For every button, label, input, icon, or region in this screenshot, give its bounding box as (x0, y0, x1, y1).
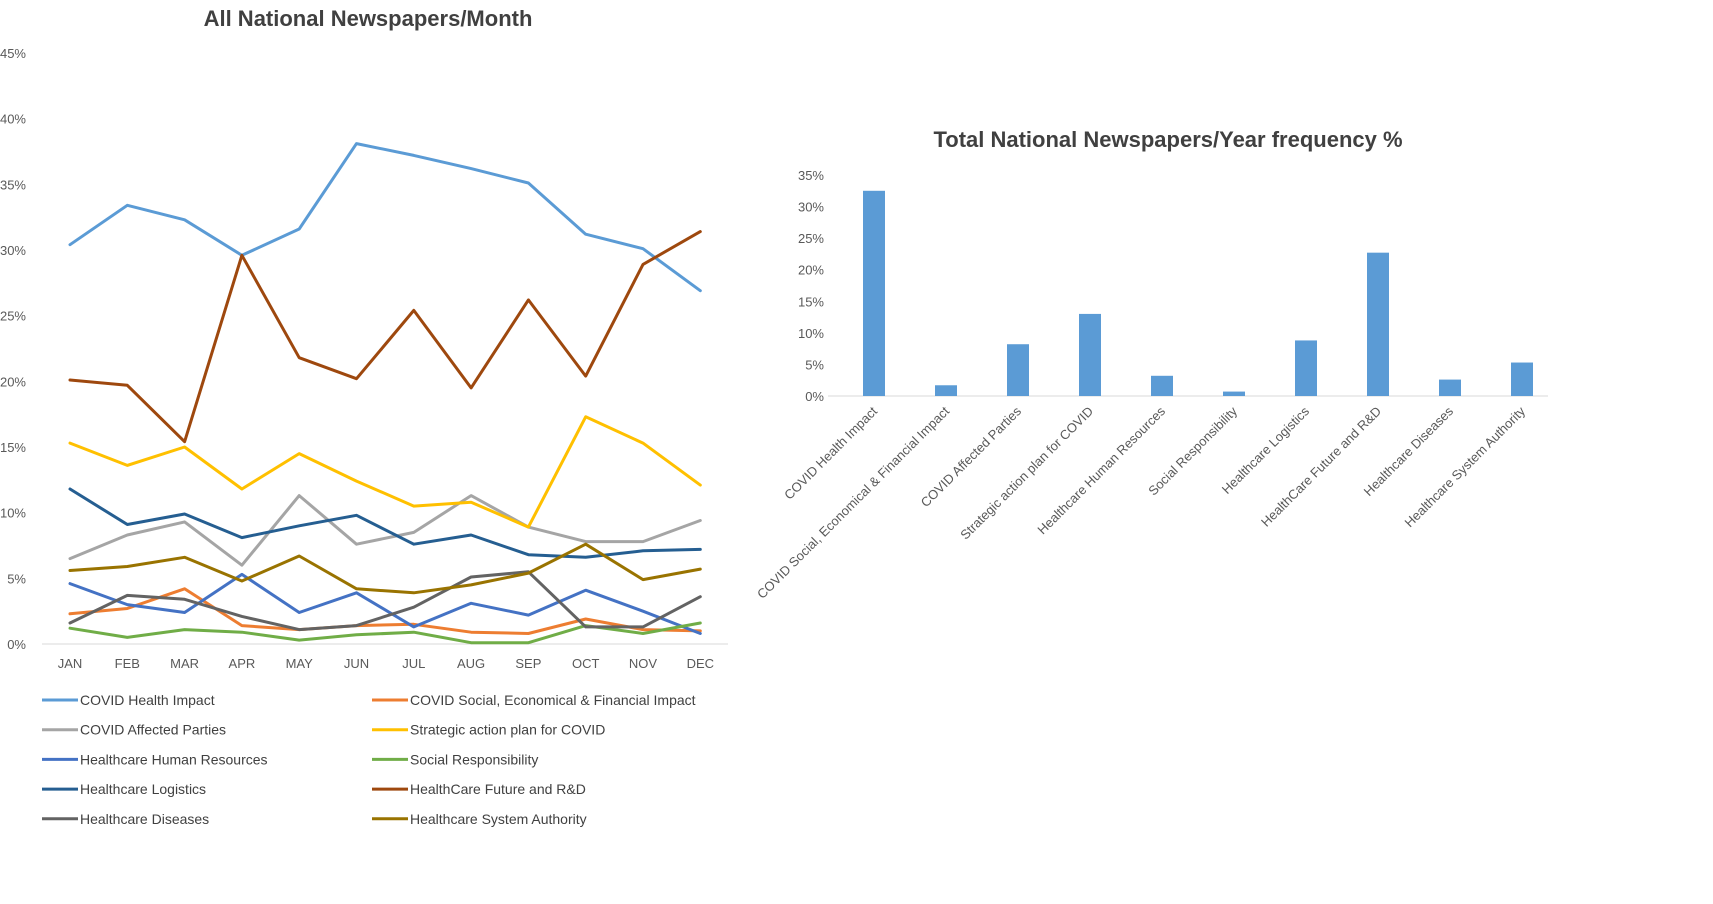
bar-y-tick-label: 15% (798, 294, 824, 309)
bar-y-tick-label: 10% (798, 326, 824, 341)
bar (1007, 344, 1029, 396)
line-x-tick-label: DEC (687, 656, 714, 671)
bar (1511, 362, 1533, 396)
line-x-tick-label: SEP (515, 656, 541, 671)
legend-label: Healthcare Diseases (80, 811, 209, 827)
line-x-tick-label: OCT (572, 656, 600, 671)
line-x-tick-label: JUN (344, 656, 369, 671)
line-series-8 (68, 570, 702, 632)
legend-label: COVID Affected Parties (80, 722, 226, 738)
line-y-tick-label: 0% (7, 637, 26, 652)
line-x-tick-label: JUL (402, 656, 425, 671)
line-y-tick-label: 30% (0, 243, 26, 258)
line-x-tick-label: FEB (115, 656, 140, 671)
bar-chart-yearly: Total National Newspapers/Year frequency… (754, 127, 1548, 602)
legend-label: Social Responsibility (410, 751, 538, 767)
line-chart-title: All National Newspapers/Month (204, 6, 533, 31)
bar-category-label: HealthCare Future and R&D (1258, 404, 1384, 530)
bar (1367, 252, 1389, 396)
bar-chart-title: Total National Newspapers/Year frequency… (933, 127, 1402, 152)
bar-y-tick-label: 0% (805, 389, 824, 404)
line-chart-monthly: All National Newspapers/Month 0% 5% 10% 15%… (0, 6, 728, 827)
bar-y-tick-label: 5% (805, 357, 824, 372)
bar (863, 190, 885, 396)
legend-label: COVID Health Impact (80, 692, 215, 708)
line-series-4 (68, 572, 702, 635)
bar (1079, 313, 1101, 396)
line-x-tick-label: APR (229, 656, 256, 671)
line-x-tick-label: MAY (286, 656, 314, 671)
legend-label: COVID Social, Economical & Financial Imp… (410, 692, 696, 708)
line-y-tick-label: 40% (0, 112, 26, 127)
bar-y-tick-label: 35% (798, 168, 824, 183)
legend-label: Healthcare System Authority (410, 811, 587, 827)
line-series-9 (68, 542, 702, 595)
legend-label: Strategic action plan for COVID (410, 722, 605, 738)
line-series-7 (68, 230, 702, 444)
legend-label: Healthcare Human Resources (80, 751, 268, 767)
legend-label: Healthcare Logistics (80, 781, 206, 797)
line-x-tick-label: MAR (170, 656, 199, 671)
line-y-tick-label: 15% (0, 440, 26, 455)
line-series-0 (68, 142, 702, 293)
bar (1151, 375, 1173, 396)
bar (1223, 391, 1245, 396)
line-x-tick-label: NOV (629, 656, 658, 671)
line-y-tick-label: 25% (0, 309, 26, 324)
line-y-tick-label: 35% (0, 177, 26, 192)
line-series-6 (68, 487, 702, 559)
line-y-tick-label: 5% (7, 571, 26, 586)
bar-y-tick-label: 20% (798, 263, 824, 278)
bar (935, 385, 957, 396)
line-series-2 (68, 494, 702, 567)
legend-label: HealthCare Future and R&D (410, 781, 586, 797)
bar-category-label: Healthcare System Authority (1402, 403, 1529, 530)
line-x-tick-label: JAN (58, 656, 83, 671)
bar (1439, 379, 1461, 396)
line-y-tick-label: 45% (0, 46, 26, 61)
bar-category-label: Strategic action plan for COVID (957, 404, 1096, 543)
line-series-1 (68, 587, 702, 635)
bar-y-tick-label: 25% (798, 231, 824, 246)
bar-category-label: Healthcare Human Resources (1034, 403, 1168, 537)
line-series-3 (68, 415, 702, 529)
line-x-tick-label: AUG (457, 656, 485, 671)
bar-y-tick-label: 30% (798, 200, 824, 215)
bar (1295, 340, 1317, 396)
line-y-tick-label: 20% (0, 374, 26, 389)
line-y-tick-label: 10% (0, 506, 26, 521)
